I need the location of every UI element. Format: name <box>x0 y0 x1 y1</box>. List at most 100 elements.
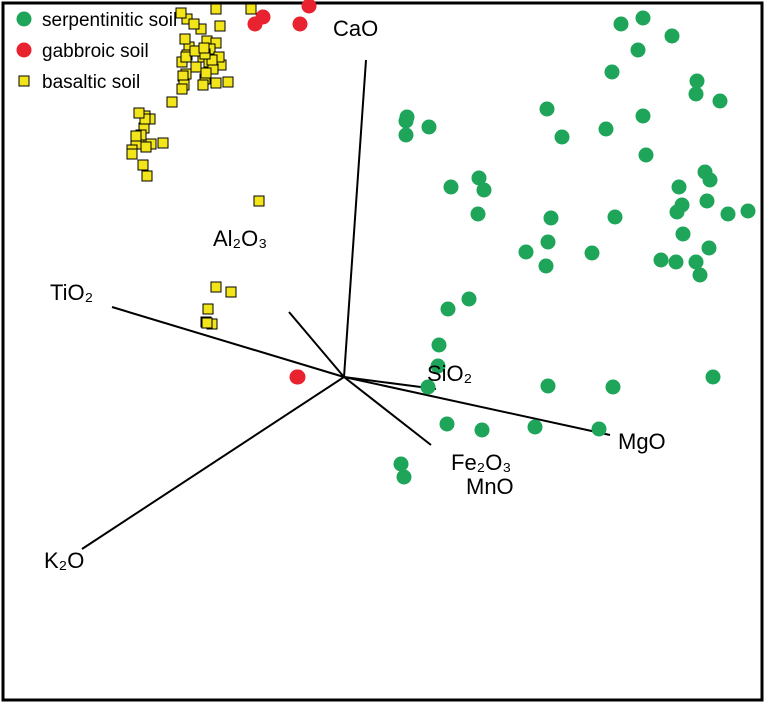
point-serpentinitic-soil-13 <box>688 86 704 102</box>
point-serpentinitic-soil-27 <box>584 245 600 261</box>
point-basaltic-soil-23 <box>180 51 192 63</box>
legend-entry-serpentinitic: serpentinitic soil <box>16 10 177 31</box>
point-basaltic-soil-54 <box>126 148 138 160</box>
point-serpentinitic-soil-38 <box>399 109 415 125</box>
point-serpentinitic-soil-29 <box>540 234 556 250</box>
point-basaltic-soil-36 <box>198 42 210 54</box>
point-serpentinitic-soil-57 <box>638 147 654 163</box>
point-serpentinitic-soil-36 <box>476 182 492 198</box>
point-serpentinitic-soil-51 <box>591 421 607 437</box>
point-serpentinitic-soil-49 <box>540 378 556 394</box>
point-basaltic-soil-62 <box>140 141 152 153</box>
legend-marker-serpentinitic <box>16 11 32 27</box>
vector-label-cao: CaO <box>333 16 378 41</box>
vector-label-al2o3: Al₂O₃ <box>213 226 267 251</box>
point-basaltic-soil-57 <box>210 281 222 293</box>
point-serpentinitic-soil-9 <box>604 64 620 80</box>
vector-label-mno: MnO <box>466 474 514 499</box>
data-points <box>126 0 756 485</box>
point-serpentinitic-soil-59 <box>539 101 555 117</box>
point-basaltic-soil-52 <box>141 170 153 182</box>
point-gabbroic-soil-50 <box>301 0 317 14</box>
point-basaltic-soil-8 <box>210 3 222 15</box>
point-serpentinitic-soil-24 <box>692 267 708 283</box>
point-serpentinitic-soil-39 <box>398 127 414 143</box>
point-serpentinitic-soil-18 <box>740 203 756 219</box>
point-basaltic-soil-65 <box>201 317 213 329</box>
point-serpentinitic-soil-17 <box>720 206 736 222</box>
point-serpentinitic-soil-47 <box>396 469 412 485</box>
point-serpentinitic-soil-8 <box>613 16 629 32</box>
point-serpentinitic-soil-44 <box>420 379 436 395</box>
point-serpentinitic-soil-25 <box>653 252 669 268</box>
legend: serpentinitic soil gabbroic soil basalti… <box>16 10 177 93</box>
point-basaltic-soil-40 <box>166 96 178 108</box>
point-serpentinitic-soil-58 <box>554 129 570 145</box>
point-basaltic-soil-38 <box>179 33 191 45</box>
vector-mgo <box>343 376 611 436</box>
point-serpentinitic-soil-14 <box>712 93 728 109</box>
point-serpentinitic-soil-12 <box>689 73 705 89</box>
point-serpentinitic-soil-46 <box>474 422 490 438</box>
point-serpentinitic-soil-52 <box>605 379 621 395</box>
point-basaltic-soil-64 <box>133 107 145 119</box>
point-serpentinitic-soil-23 <box>688 254 704 270</box>
point-serpentinitic-soil-30 <box>538 258 554 274</box>
point-serpentinitic-soil-28 <box>543 210 559 226</box>
point-serpentinitic-soil-20 <box>635 108 651 124</box>
vector-label-tio2: TiO₂ <box>50 280 93 305</box>
point-serpentinitic-soil-56 <box>671 179 687 195</box>
point-serpentinitic-soil-22 <box>701 240 717 256</box>
point-serpentinitic-soil-43 <box>430 358 446 374</box>
point-basaltic-soil-51 <box>253 195 265 207</box>
point-serpentinitic-soil-32 <box>421 119 437 135</box>
point-basaltic-soil-56 <box>225 286 237 298</box>
point-serpentinitic-soil-64 <box>669 204 685 220</box>
point-basaltic-soil-55 <box>202 303 214 315</box>
point-serpentinitic-soil-11 <box>630 42 646 58</box>
point-serpentinitic-soil-54 <box>668 254 684 270</box>
point-serpentinitic-soil-35 <box>471 170 487 186</box>
legend-label-gabbroic: gabbroic soil <box>42 41 149 62</box>
point-basaltic-soil-63 <box>157 137 169 149</box>
legend-marker-basaltic <box>18 75 30 87</box>
point-basaltic-soil-41 <box>176 83 188 95</box>
loading-vectors <box>81 59 611 550</box>
legend-label-basaltic: basaltic soil <box>42 72 140 93</box>
point-basaltic-soil-7 <box>245 3 257 15</box>
point-serpentinitic-soil-65 <box>705 369 721 385</box>
point-serpentinitic-soil-41 <box>440 301 456 317</box>
point-serpentinitic-soil-37 <box>470 206 486 222</box>
point-serpentinitic-soil-7 <box>635 10 651 26</box>
point-basaltic-soil-60 <box>139 113 151 125</box>
legend-entry-gabbroic: gabbroic soil <box>16 41 149 62</box>
point-serpentinitic-soil-40 <box>461 291 477 307</box>
point-basaltic-soil-30 <box>206 54 218 66</box>
point-basaltic-soil-35 <box>200 67 212 79</box>
point-basaltic-soil-39 <box>175 7 187 19</box>
vector-label-mgo: MgO <box>618 429 666 454</box>
vector-k2o <box>81 376 345 550</box>
point-serpentinitic-soil-50 <box>527 419 543 435</box>
point-gabbroic-soil-54 <box>289 369 305 385</box>
point-basaltic-soil-61 <box>130 130 142 142</box>
point-serpentinitic-soil-21 <box>598 121 614 137</box>
legend-label-serpentinitic: serpentinitic soil <box>42 10 177 31</box>
point-serpentinitic-soil-42 <box>431 337 447 353</box>
vector-label-fe2o3: Fe₂O₃ <box>451 450 511 475</box>
point-serpentinitic-soil-31 <box>518 244 534 260</box>
point-basaltic-soil-22 <box>210 37 222 49</box>
point-serpentinitic-soil-10 <box>664 28 680 44</box>
vector-tio2 <box>111 306 345 378</box>
point-basaltic-soil-49 <box>137 159 149 171</box>
vector-label-sio2: SiO₂ <box>427 361 472 386</box>
point-basaltic-soil-37 <box>188 18 200 30</box>
legend-marker-gabbroic <box>16 42 32 58</box>
point-basaltic-soil-50 <box>222 76 234 88</box>
point-basaltic-soil-32 <box>197 79 209 91</box>
vector-fe2o3 <box>343 376 432 446</box>
point-basaltic-soil-9 <box>214 20 226 32</box>
